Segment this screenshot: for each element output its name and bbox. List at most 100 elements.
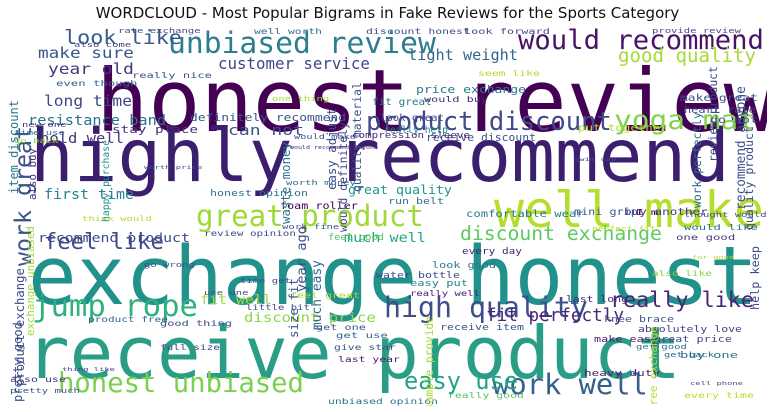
word-new-one: new one [22, 121, 67, 129]
word-also-use: also use [10, 375, 66, 384]
word-stay-place: stay place [112, 123, 199, 136]
word-every-day: every day [462, 247, 522, 257]
word-really-like: really like [610, 288, 754, 314]
word-do-not: do not [710, 115, 758, 126]
word-discount-exchange: discount exchange [460, 222, 662, 245]
word-receive-discount: receive discount [426, 131, 536, 144]
word-recommend-product: recommend product [38, 231, 190, 245]
word-exchange-honest: exchange honest [28, 229, 758, 324]
word-item-discount: item discount [8, 100, 21, 194]
word-high-quality: high quality [384, 291, 588, 324]
word-work-well: work well [492, 367, 648, 401]
word-receive-product: receive product [26, 311, 681, 396]
word-for-good: for good [692, 255, 735, 261]
word-full-size: full size [160, 343, 220, 352]
word-unbiased-review: unbiased review [168, 26, 436, 61]
word-look-like: look like [64, 26, 182, 49]
word-i-m: I m [636, 208, 659, 217]
word-honest-unbiased: honest unbiased [58, 368, 304, 400]
word-definitely-recommend: definitely recommend [190, 111, 347, 124]
word-easy-put: easy put [410, 279, 468, 289]
word-work-perfectly: work perfectly [690, 112, 704, 208]
word-exchange-unbiased: exchange unbiased [24, 226, 37, 336]
word-much-easy: much easy [310, 260, 325, 330]
word-can-not: can not [228, 123, 304, 139]
word-absolutely-love: absolutely love [638, 325, 743, 335]
word-one-thing: one thing [272, 95, 330, 103]
word-customer-service: customer service [218, 54, 370, 73]
word-look-forward: look forward [464, 27, 550, 36]
word-provide-review: provide review [652, 27, 741, 35]
word-make-great: make great [680, 93, 758, 104]
word-free-exchange: free exchange [647, 326, 660, 406]
word-quality-product: quality product [742, 126, 756, 230]
word-work-fine: work fine [282, 223, 340, 231]
word-little-bit: little bit [246, 303, 310, 312]
word-time-get: time get [240, 277, 291, 285]
word-review-product: review product [706, 66, 720, 162]
word-use-one: use one [204, 289, 249, 297]
word-unbiased-opinion: unbiased opinion [328, 397, 438, 406]
word-much-well: much well [344, 231, 426, 246]
word-last-long: last long [566, 295, 628, 305]
word-also-come: also come [74, 41, 132, 49]
word-compression-sleeve: compression sleeve [352, 131, 470, 141]
word-good-thing: good thing [160, 319, 232, 328]
word-would-like: would like [684, 223, 758, 232]
word-honest-review: honest review [96, 50, 767, 152]
word-discount-price: discount price [244, 311, 376, 326]
word-last-year: last year [338, 355, 400, 364]
word-really-nice: really nice [132, 71, 212, 80]
word-knee-brace: knee brace [604, 315, 674, 325]
word-go-back: go back [14, 137, 59, 145]
wordcloud-canvas: honest review highly recommend exchange ho… [8, 26, 767, 406]
word-comfortable-wear: comfortable wear [466, 209, 584, 220]
word-yoga-mat: yoga mat [614, 105, 756, 136]
word-fit-well: fit well [200, 293, 272, 308]
word-product-discount: product discount [366, 107, 612, 138]
word-pretty-much: pretty much [10, 387, 80, 395]
word-worth-price: worth price [144, 165, 203, 171]
word-would-recommend: would recommend [518, 26, 764, 56]
word-buy-one: buy one [680, 351, 738, 361]
word-product-free: product free [88, 315, 168, 324]
word-would-recommend-anyone: would recommend anyone [290, 145, 379, 151]
word-think-would: think would [82, 215, 152, 223]
word-price-exchange: price exchange [416, 83, 526, 96]
word-fit-perfectly: fit perfectly [486, 306, 624, 326]
word-great-price: great price [654, 335, 732, 345]
word-mini-grip: mini grip [574, 207, 638, 218]
word-get-good: get good [636, 343, 687, 351]
word-foam-roller: foam roller [280, 201, 358, 212]
word-perfect-fit: perfect fit [592, 225, 656, 233]
word-review-opinion: review opinion [204, 229, 296, 238]
word-seem-like: seem like [478, 69, 540, 78]
word-also-buy: also buy [26, 148, 39, 200]
word-easy-use: easy use [404, 367, 518, 395]
word-time-use: time use [14, 129, 65, 137]
word-resistance-band: resistance band [28, 113, 167, 129]
word-long-time: long time [44, 92, 132, 110]
word-make-easy: make easy [594, 335, 658, 345]
word-put-together: put together [578, 123, 668, 134]
word-really-help: really help [384, 125, 448, 136]
word-great-product: great product [196, 199, 424, 234]
word-give-star: give star [334, 343, 396, 352]
word-great-quality: great quality [348, 183, 452, 197]
word-sample-provide: sample provide [423, 316, 436, 406]
word-rate-exchange: rate exchange [118, 27, 201, 35]
word-heavy-duty: heavy duty [584, 369, 660, 379]
word-one-good: one good [676, 233, 736, 242]
word-receive-item: receive item [440, 323, 524, 333]
word-light-weight: light weight [408, 46, 518, 64]
word-really-well: really well [410, 289, 480, 298]
word-feel-like: feel like [44, 228, 164, 255]
word-help-keep: help keep [748, 246, 762, 310]
word-thought-would: thought would [684, 211, 767, 219]
word-thing-like: thing like [62, 367, 115, 373]
word-highly-recommend: highly recommend [30, 114, 730, 199]
word-buy-another: buy another [624, 207, 708, 218]
word-waste-money: waste money [279, 142, 293, 224]
word-year-old: year old [48, 60, 134, 78]
word-would-make: would make [294, 133, 356, 141]
